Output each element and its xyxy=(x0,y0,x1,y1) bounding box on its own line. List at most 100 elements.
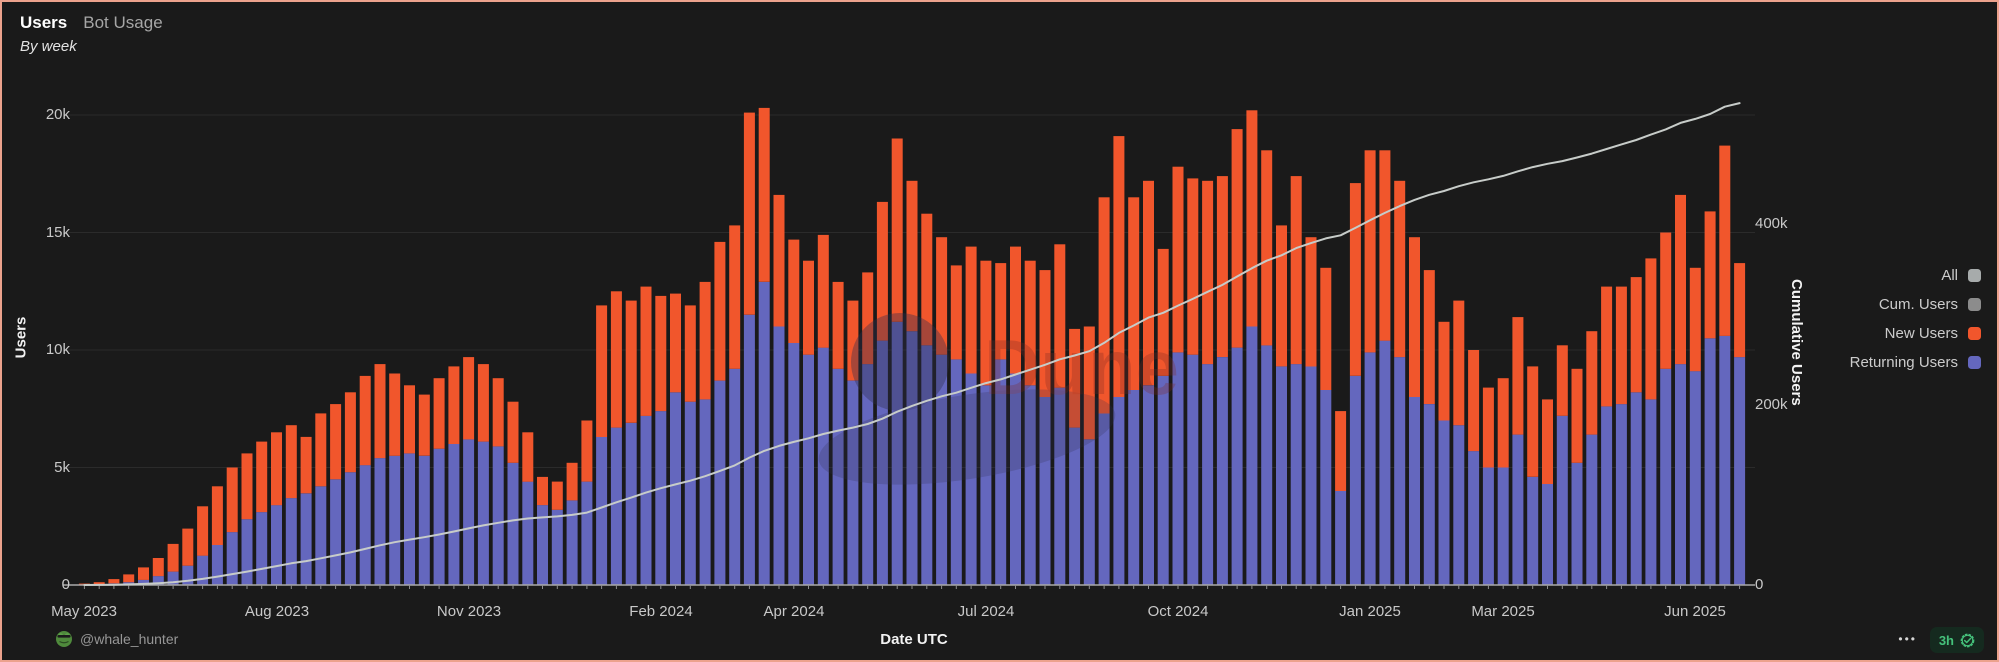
bar-new[interactable] xyxy=(182,528,194,566)
bar-returning[interactable] xyxy=(1615,404,1627,585)
bar-new[interactable] xyxy=(1704,211,1716,339)
bar-returning[interactable] xyxy=(640,415,652,585)
legend-item-cum-users[interactable]: Cum. Users xyxy=(1879,290,1981,319)
bar-new[interactable] xyxy=(684,305,696,402)
bar-new[interactable] xyxy=(211,486,223,545)
bar-returning[interactable] xyxy=(596,436,608,585)
bar-new[interactable] xyxy=(1290,176,1302,365)
bar-returning[interactable] xyxy=(921,345,933,585)
bar-returning[interactable] xyxy=(1364,352,1376,585)
bar-returning[interactable] xyxy=(1556,415,1568,585)
bar-returning[interactable] xyxy=(374,458,386,585)
bar-returning[interactable] xyxy=(699,399,711,585)
bar-returning[interactable] xyxy=(714,380,726,585)
author-byline[interactable]: @whale_hunter xyxy=(56,631,178,647)
bar-returning[interactable] xyxy=(1660,368,1672,585)
bar-returning[interactable] xyxy=(1320,389,1332,585)
bar-new[interactable] xyxy=(389,373,401,456)
bar-returning[interactable] xyxy=(1010,373,1021,586)
bar-returning[interactable] xyxy=(1512,434,1524,585)
bar-new[interactable] xyxy=(344,392,356,473)
bar-returning[interactable] xyxy=(862,364,874,585)
bar-returning[interactable] xyxy=(1128,389,1140,585)
bar-returning[interactable] xyxy=(1305,366,1317,585)
bar-returning[interactable] xyxy=(1290,364,1302,585)
bar-returning[interactable] xyxy=(1069,427,1081,585)
bar-new[interactable] xyxy=(167,543,179,572)
bar-new[interactable] xyxy=(522,432,534,482)
bar-returning[interactable] xyxy=(522,481,534,585)
bar-returning[interactable] xyxy=(1482,467,1494,586)
bar-new[interactable] xyxy=(551,481,563,510)
bar-returning[interactable] xyxy=(167,571,179,585)
bar-returning[interactable] xyxy=(965,373,977,586)
bar-returning[interactable] xyxy=(182,565,194,585)
bar-returning[interactable] xyxy=(241,519,253,585)
bar-returning[interactable] xyxy=(285,498,297,585)
bar-returning[interactable] xyxy=(581,481,593,585)
bar-returning[interactable] xyxy=(1704,338,1716,586)
bar-new[interactable] xyxy=(93,582,105,585)
bar-new[interactable] xyxy=(832,281,844,369)
bar-new[interactable] xyxy=(1054,244,1066,388)
bar-returning[interactable] xyxy=(1246,326,1258,586)
bar-returning[interactable] xyxy=(1187,354,1199,585)
bar-new[interactable] xyxy=(256,441,268,513)
bar-new[interactable] xyxy=(1409,237,1420,397)
bar-new[interactable] xyxy=(1586,331,1598,435)
bar-returning[interactable] xyxy=(876,340,888,585)
bar-returning[interactable] xyxy=(344,472,356,585)
bar-new[interactable] xyxy=(1645,258,1657,400)
bar-returning[interactable] xyxy=(773,326,785,586)
bar-new[interactable] xyxy=(817,234,829,348)
bar-returning[interactable] xyxy=(359,465,371,585)
bar-new[interactable] xyxy=(714,241,726,381)
bar-returning[interactable] xyxy=(1601,406,1613,585)
bar-new[interactable] xyxy=(330,404,342,480)
bar-new[interactable] xyxy=(1024,260,1036,386)
bar-returning[interactable] xyxy=(1675,364,1686,585)
bar-returning[interactable] xyxy=(980,385,992,586)
bar-returning[interactable] xyxy=(492,446,504,585)
bar-new[interactable] xyxy=(197,506,209,556)
bar-returning[interactable] xyxy=(1527,476,1539,585)
bar-new[interactable] xyxy=(773,194,785,327)
bar-returning[interactable] xyxy=(1172,352,1184,585)
bar-returning[interactable] xyxy=(1630,392,1642,585)
bar-new[interactable] xyxy=(152,558,164,577)
bar-new[interactable] xyxy=(1172,166,1184,353)
bar-new[interactable] xyxy=(1216,176,1228,357)
bar-new[interactable] xyxy=(1349,183,1361,376)
bar-new[interactable] xyxy=(1113,136,1125,397)
bar-returning[interactable] xyxy=(1497,467,1509,586)
bar-returning[interactable] xyxy=(1054,387,1066,585)
bar-returning[interactable] xyxy=(1571,462,1583,585)
bar-new[interactable] xyxy=(1187,178,1199,355)
bar-returning[interactable] xyxy=(1734,357,1746,585)
bar-new[interactable] xyxy=(980,260,992,386)
legend-item-all[interactable]: All xyxy=(1941,261,1981,290)
bar-new[interactable] xyxy=(1734,263,1746,358)
bar-new[interactable] xyxy=(1675,194,1686,365)
bar-new[interactable] xyxy=(936,237,948,355)
bar-returning[interactable] xyxy=(1231,347,1243,585)
bar-new[interactable] xyxy=(699,281,711,400)
bar-new[interactable] xyxy=(743,112,755,315)
bar-new[interactable] xyxy=(1542,399,1553,484)
bar-returning[interactable] xyxy=(1335,491,1347,585)
bar-new[interactable] xyxy=(1601,286,1613,407)
bar-new[interactable] xyxy=(315,413,327,487)
bar-new[interactable] xyxy=(610,291,622,428)
bar-new[interactable] xyxy=(1320,267,1332,390)
bar-new[interactable] xyxy=(1394,180,1406,358)
bar-returning[interactable] xyxy=(1453,425,1465,585)
bar-returning[interactable] xyxy=(1468,451,1480,585)
bar-new[interactable] xyxy=(1512,317,1524,435)
bar-new[interactable] xyxy=(640,286,652,416)
bar-new[interactable] xyxy=(847,300,859,381)
bar-new[interactable] xyxy=(271,432,282,506)
bar-returning[interactable] xyxy=(256,512,268,585)
bar-new[interactable] xyxy=(950,265,962,360)
bar-new[interactable] xyxy=(123,574,135,583)
bar-new[interactable] xyxy=(433,378,445,449)
